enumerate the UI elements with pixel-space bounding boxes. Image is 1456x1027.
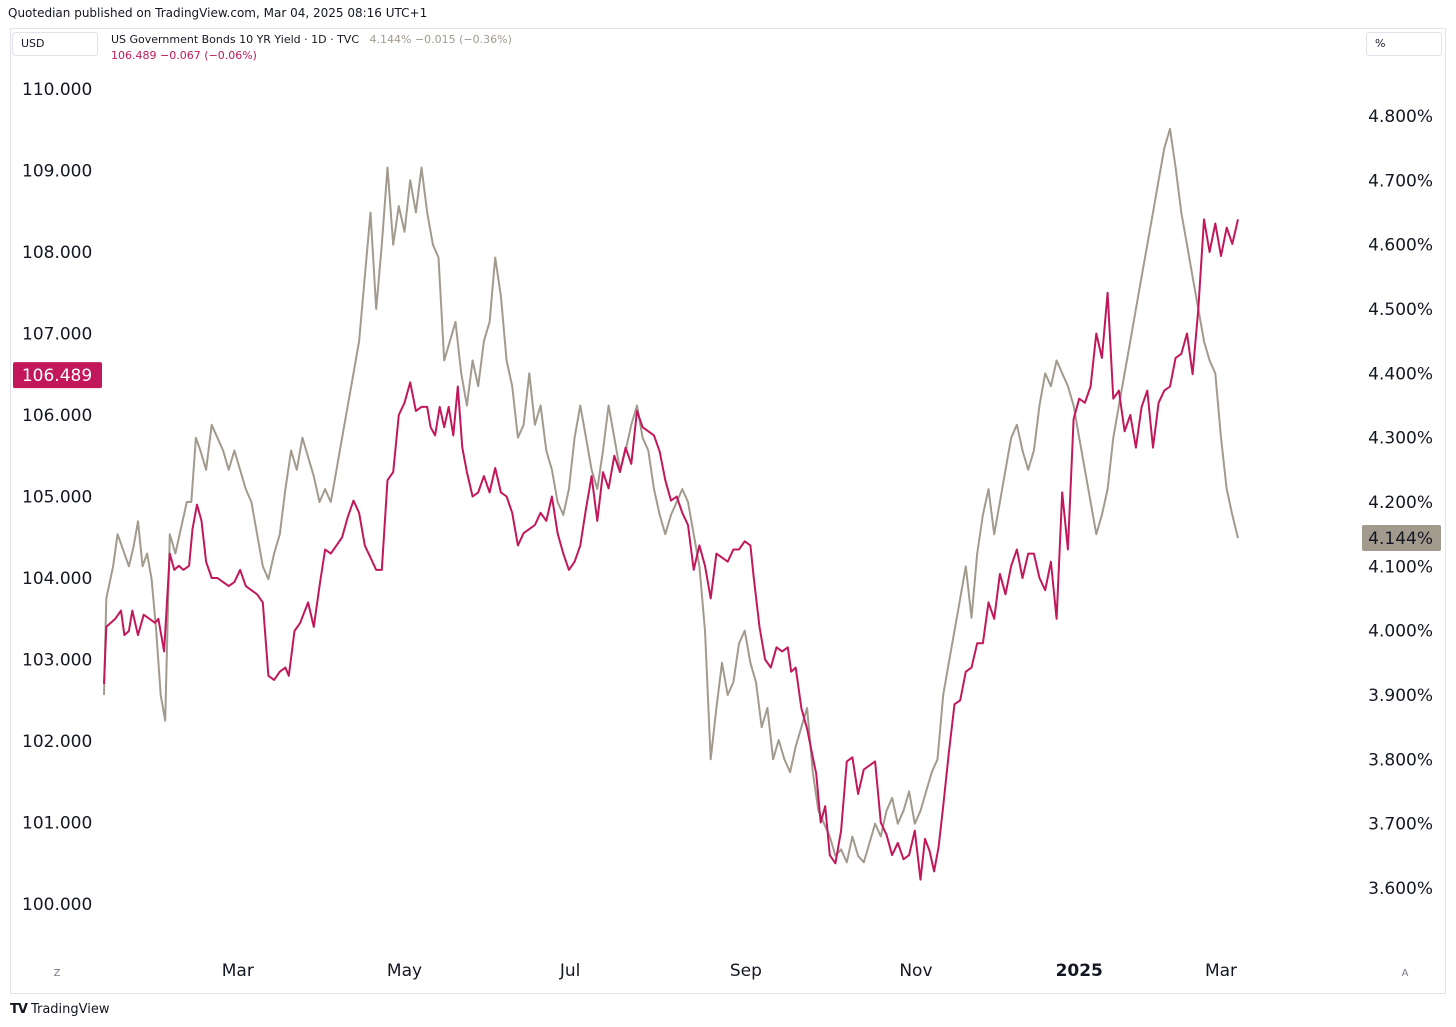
x-axis-date-label: Sep (730, 961, 762, 981)
right-axis-tick-label: 4.200% (1368, 493, 1433, 513)
x-axis-date-label: Nov (899, 961, 932, 981)
left-axis-tick-label: 105.000 (22, 488, 92, 508)
left-last-value-badge (13, 362, 102, 389)
tradingview-logo-icon: TV (10, 1002, 28, 1017)
left-axis-tick-label: 100.000 (22, 895, 92, 915)
right-axis-tick-label: 4.300% (1368, 429, 1433, 449)
right-axis-tick-label: 3.800% (1368, 750, 1433, 770)
chart-frame (10, 28, 1446, 994)
right-axis-tick-label: 4.600% (1368, 236, 1433, 256)
line-chart[interactable]: 110.000 109.000 108.000 107.000 106.000 105.0… (0, 0, 1456, 1000)
x-axis-date-label: May (387, 961, 422, 981)
brand-text: TradingView (30, 1002, 110, 1017)
right-axis-tick-label: 4.700% (1368, 171, 1433, 191)
legend-series1: US Government Bonds 10 YR Yield · 1D · T… (111, 33, 512, 46)
right-axis-tick-label: 3.900% (1368, 686, 1433, 706)
legend-series2: 106.489 −0.067 (−0.06%) (111, 49, 257, 62)
tradingview-footer[interactable]: TV TradingView (10, 1002, 109, 1017)
left-axis-tick-label: 109.000 (22, 162, 92, 182)
right-axis-tick-label: 4.500% (1368, 300, 1433, 320)
right-axis-tick-label: 3.700% (1368, 815, 1433, 835)
left-axis-tick-label: 103.000 (22, 651, 92, 671)
series1-name: US Government Bonds 10 YR Yield · 1D · T… (111, 33, 359, 46)
auto-zoom-mark: Z (54, 968, 61, 979)
right-axis-tick-label: 4.800% (1368, 107, 1433, 127)
right-axis-tick-label: 4.000% (1368, 622, 1433, 642)
left-axis-tick-label: 107.000 (22, 325, 92, 345)
series-line-magenta (103, 218, 1239, 881)
series1-values: 4.144% −0.015 (−0.36%) (369, 33, 512, 46)
left-last-value-label: 106.489 (22, 366, 92, 386)
x-axis-date-label: Mar (222, 961, 254, 981)
left-axis-tick-label: 102.000 (22, 732, 92, 752)
x-axis-date-label: Mar (1205, 961, 1237, 981)
publish-line: Quotedian published on TradingView.com, … (8, 6, 428, 20)
right-axis-tick-label: 3.600% (1368, 879, 1433, 899)
left-axis-tick-label: 110.000 (22, 80, 92, 100)
percent-scale-selector[interactable]: % (1366, 32, 1442, 56)
series-line-gray (103, 127, 1239, 864)
auto-scale-mark: A (1402, 968, 1409, 979)
right-last-value-badge (1362, 525, 1441, 552)
left-axis-tick-label: 106.000 (22, 406, 92, 426)
x-axis-date-label: 2025 (1056, 961, 1103, 981)
currency-selector[interactable]: USD (12, 32, 98, 56)
right-last-value-label: 4.144% (1368, 529, 1433, 549)
x-axis-date-label: Jul (559, 961, 581, 981)
right-axis-tick-label: 4.400% (1368, 364, 1433, 384)
left-axis-tick-label: 101.000 (22, 814, 92, 834)
right-axis-tick-label: 4.100% (1368, 557, 1433, 577)
left-axis-tick-label: 104.000 (22, 569, 92, 589)
left-axis-tick-label: 108.000 (22, 243, 92, 263)
